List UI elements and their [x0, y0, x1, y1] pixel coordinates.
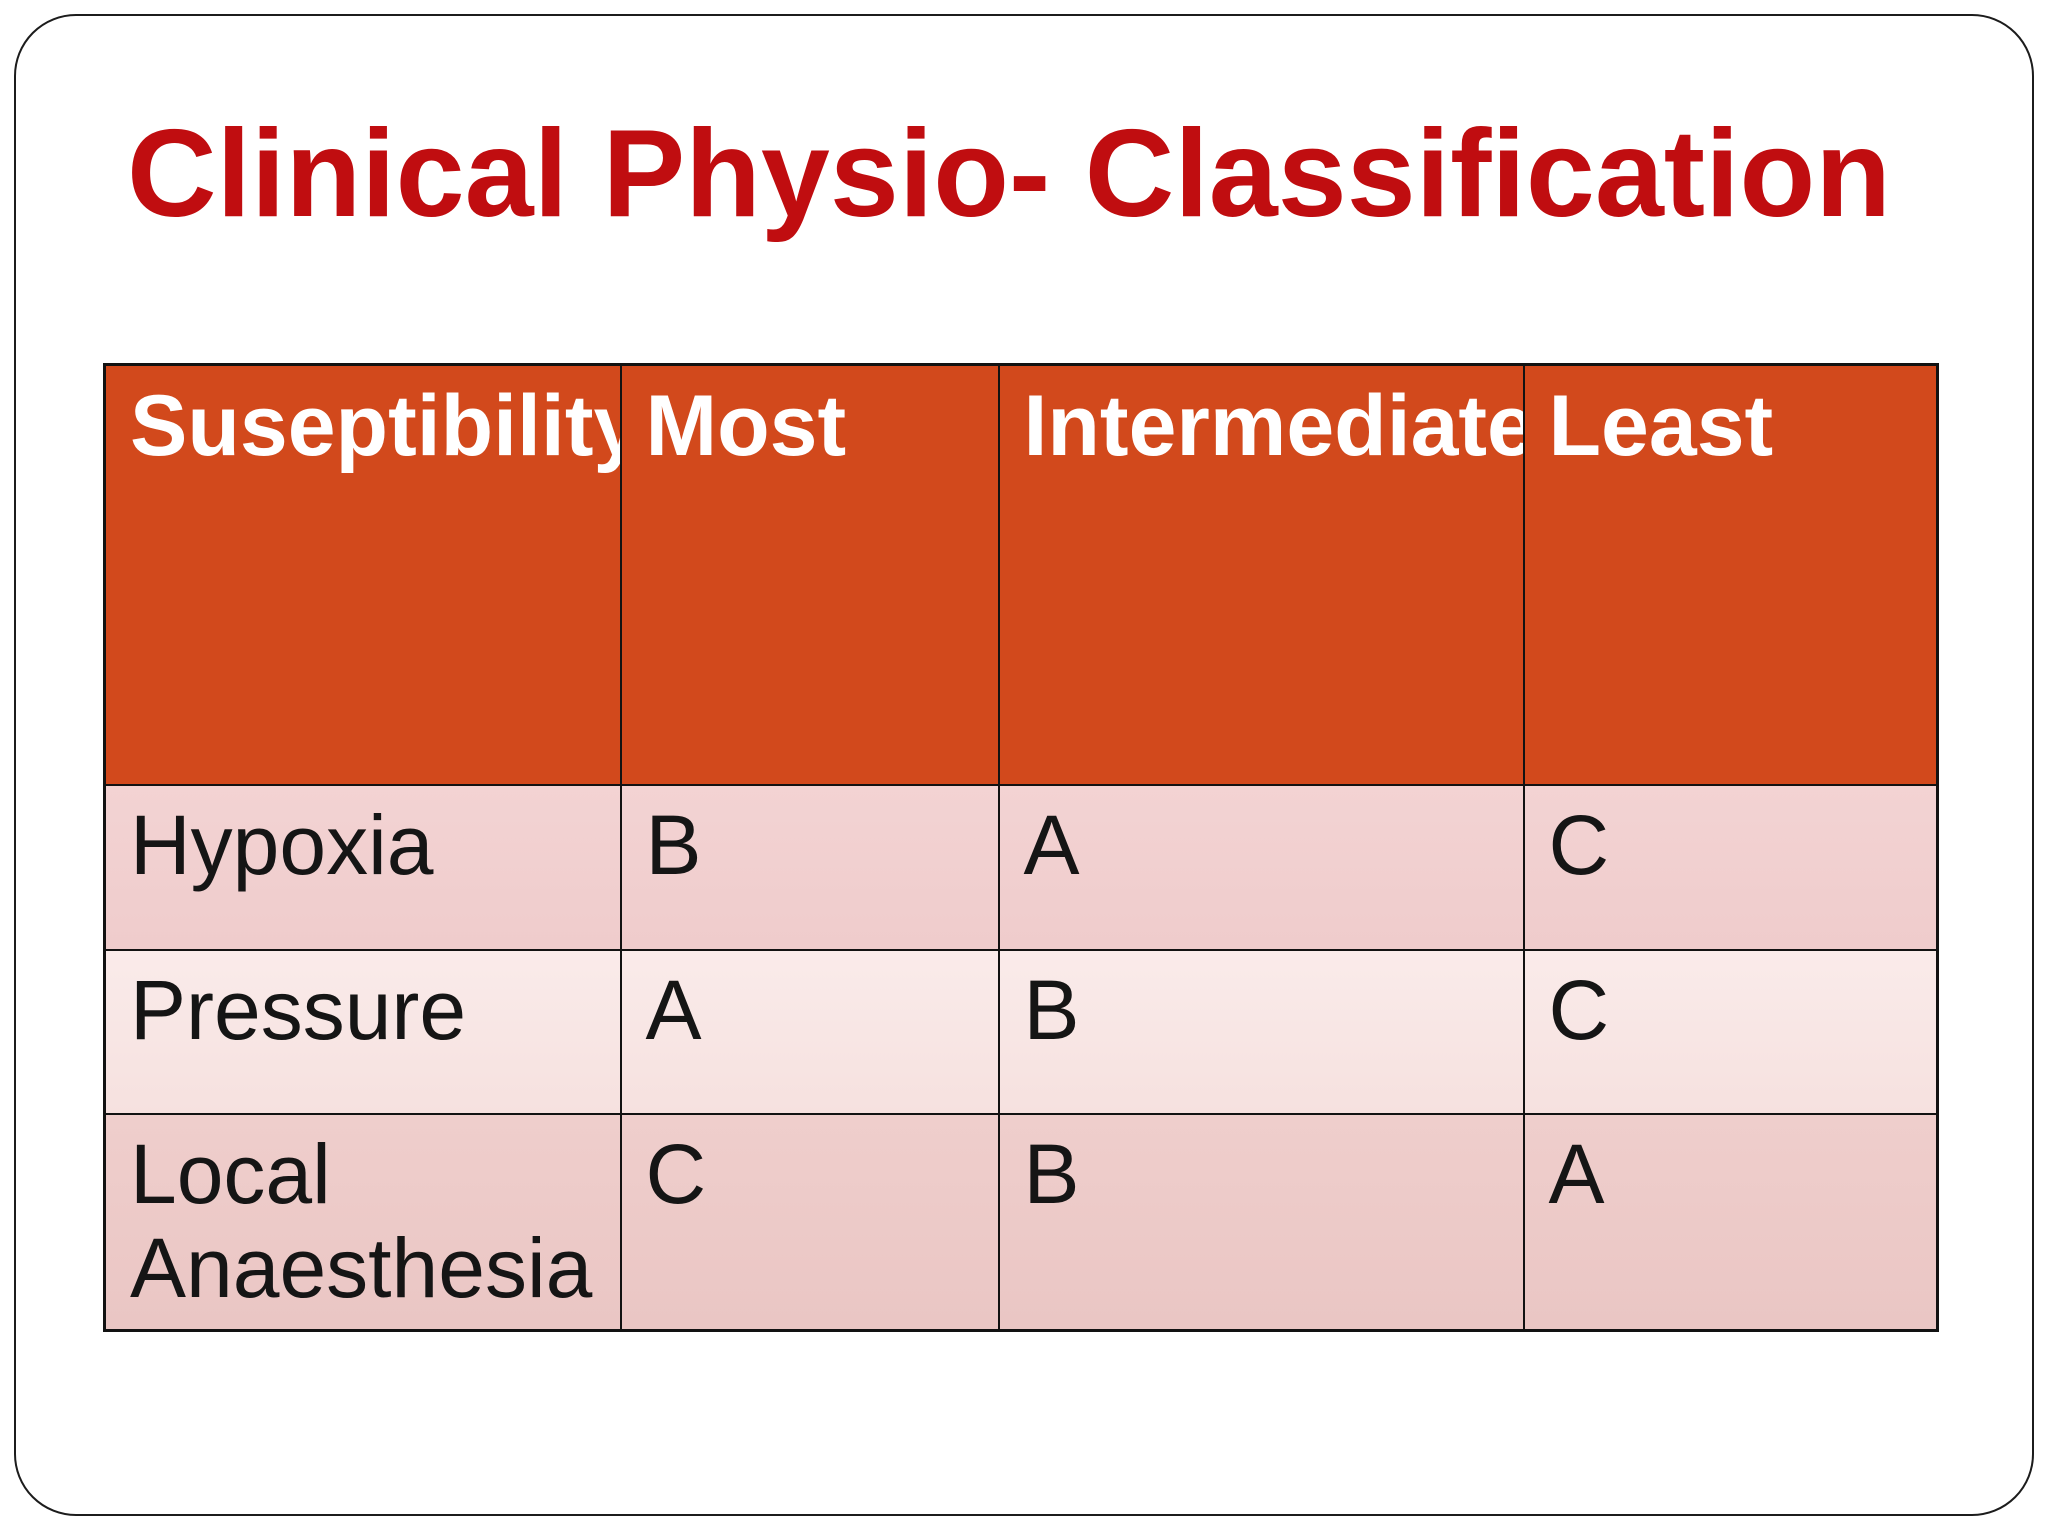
cell-pressure-most: A [619, 948, 1000, 1115]
classification-table: Suseptibility Most Intermediate Least Hy… [103, 363, 1939, 1332]
cell-hypoxia-least: C [1522, 783, 1939, 951]
table-header-row: Suseptibility Most Intermediate Least [103, 363, 1939, 786]
page-title: Clinical Physio- Classification [127, 105, 1892, 243]
cell-local-anaesthesia-most: C [619, 1112, 1000, 1332]
cell-hypoxia-intermediate: A [997, 783, 1525, 951]
row-label-pressure: Pressure [103, 948, 622, 1115]
cell-local-anaesthesia-least: A [1522, 1112, 1939, 1332]
cell-hypoxia-most: B [619, 783, 1000, 951]
row-label-hypoxia: Hypoxia [103, 783, 622, 951]
table-row-pressure: Pressure A B C [103, 948, 1939, 1115]
header-cell-most: Most [619, 363, 1000, 786]
row-label-local-anaesthesia: Local Anaesthesia [103, 1112, 622, 1332]
table-row-local-anaesthesia: Local Anaesthesia C B A [103, 1112, 1939, 1332]
cell-pressure-least: C [1522, 948, 1939, 1115]
cell-pressure-intermediate: B [997, 948, 1525, 1115]
header-cell-intermediate: Intermediate [997, 363, 1525, 786]
cell-local-anaesthesia-intermediate: B [997, 1112, 1525, 1332]
header-cell-susceptibility: Suseptibility [103, 363, 622, 786]
table-row-hypoxia: Hypoxia B A C [103, 783, 1939, 951]
header-cell-least: Least [1522, 363, 1939, 786]
